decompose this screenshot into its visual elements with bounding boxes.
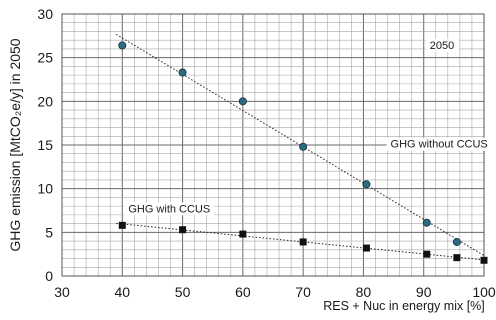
annotation-label: GHG without CCUS: [391, 139, 488, 151]
annotations: 2050 GHG without CCUS GHG with CCUS: [124, 39, 496, 216]
x-axis-label: RES + Nuc in energy mix [%]: [323, 299, 485, 313]
x-tick-label: 60: [235, 284, 251, 300]
point-without-ccus: [299, 142, 308, 151]
annotation-background: [124, 202, 215, 216]
y-tick-label: 20: [37, 93, 53, 109]
point-with-ccus: [453, 254, 461, 262]
point-with-ccus: [423, 250, 431, 258]
y-tick-label: 15: [37, 137, 53, 153]
annotation-background: [386, 137, 496, 151]
x-tick-label: 90: [416, 284, 432, 300]
x-tick-label: 40: [114, 284, 130, 300]
annotation-label: 2050: [430, 40, 454, 52]
point-with-ccus: [179, 226, 187, 234]
grid: [61, 13, 485, 277]
y-tick-label: 10: [37, 181, 53, 197]
x-tick-label: 70: [295, 284, 311, 300]
data-points: [118, 41, 488, 264]
annotation-background: [425, 39, 459, 53]
y-tick-label: 25: [37, 50, 53, 66]
y-tick-label: 0: [45, 268, 53, 284]
y-axis-label: GHG emission [MtCO₂e/y] in 2050: [7, 38, 23, 251]
point-with-ccus: [299, 238, 307, 246]
x-tick-label: 30: [54, 284, 70, 300]
annotation-label: GHG with CCUS: [128, 203, 210, 215]
point-with-ccus: [118, 221, 126, 229]
tick-labels: 30 40 50 60 70 80 90 100 0 5 10 15 20 25 30: [37, 6, 495, 300]
point-without-ccus: [118, 41, 127, 50]
point-without-ccus: [452, 237, 461, 246]
x-tick-label: 50: [175, 284, 191, 300]
point-with-ccus: [480, 256, 488, 264]
point-without-ccus: [178, 68, 187, 77]
point-without-ccus: [362, 180, 371, 189]
point-without-ccus: [422, 218, 431, 227]
x-tick-label: 100: [472, 284, 496, 300]
x-tick-label: 80: [356, 284, 372, 300]
y-tick-label: 30: [37, 6, 53, 22]
point-without-ccus: [238, 97, 247, 106]
point-with-ccus: [362, 244, 370, 252]
point-with-ccus: [239, 230, 247, 238]
y-tick-label: 5: [45, 224, 53, 240]
